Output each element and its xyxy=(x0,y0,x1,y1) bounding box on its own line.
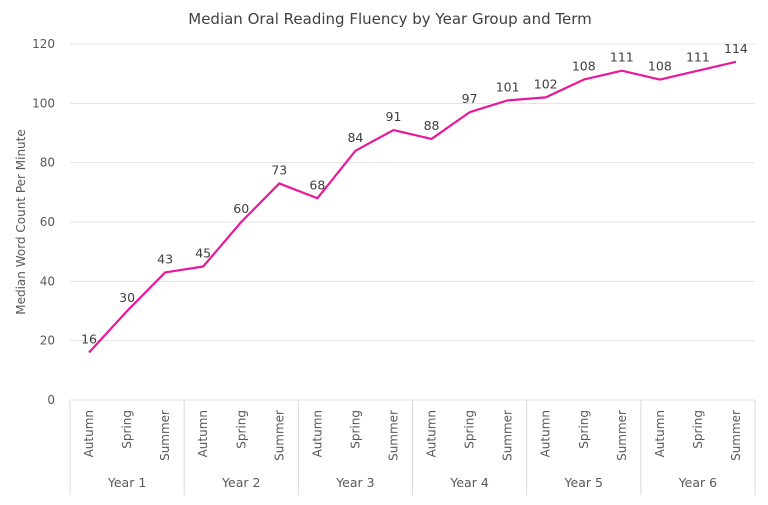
data-label: 91 xyxy=(386,109,402,124)
data-label: 97 xyxy=(462,91,478,106)
x-tick-label: Summer xyxy=(729,410,743,461)
x-tick-label: Spring xyxy=(577,410,591,449)
series xyxy=(89,62,736,353)
data-label: 88 xyxy=(424,118,440,133)
data-label: 111 xyxy=(686,50,710,65)
data-label: 43 xyxy=(157,251,173,266)
y-axis-title: Median Word Count Per Minute xyxy=(14,129,28,315)
data-label: 16 xyxy=(81,332,97,347)
gridlines xyxy=(70,44,755,400)
data-label: 108 xyxy=(572,59,596,74)
group-label: Year 3 xyxy=(335,475,374,490)
x-axis: Autumn Spring Summer Autumn Spring Summer Autu… xyxy=(70,400,755,495)
data-label: 45 xyxy=(195,246,211,261)
x-tick-label: Spring xyxy=(691,410,705,449)
data-label: 101 xyxy=(496,79,520,94)
x-tick-label: Spring xyxy=(234,410,248,449)
chart-title: Median Oral Reading Fluency by Year Grou… xyxy=(188,10,591,28)
data-label: 111 xyxy=(610,50,634,65)
y-tick-label: 100 xyxy=(32,96,55,110)
x-tick-label: Summer xyxy=(615,410,629,461)
y-tick-label: 0 xyxy=(47,393,55,407)
data-label: 102 xyxy=(534,76,558,91)
group-label: Year 5 xyxy=(564,475,603,490)
data-label: 114 xyxy=(724,41,748,56)
y-tick-label: 60 xyxy=(40,215,55,229)
group-label: Year 1 xyxy=(107,475,146,490)
y-tick-label: 20 xyxy=(40,334,55,348)
x-tick-label: Autumn xyxy=(539,410,553,457)
x-tick-label: Spring xyxy=(120,410,134,449)
group-label: Year 6 xyxy=(678,475,717,490)
x-tick-label: Autumn xyxy=(82,410,96,457)
y-tick-label: 120 xyxy=(32,37,55,51)
y-tick-label: 40 xyxy=(40,274,55,288)
x-tick-label: Summer xyxy=(501,410,515,461)
group-label: Year 4 xyxy=(449,475,488,490)
data-labels: 16 30 43 45 60 73 68 84 91 88 97 101 102 108 111 108 111… xyxy=(81,41,748,347)
x-tick-label: Autumn xyxy=(425,410,439,457)
data-label: 60 xyxy=(233,201,249,216)
y-tick-labels: 0 20 40 60 80 100 120 xyxy=(32,37,55,407)
y-tick-label: 80 xyxy=(40,156,55,170)
data-label: 73 xyxy=(271,162,287,177)
data-label: 84 xyxy=(347,130,363,145)
x-tick-label: Autumn xyxy=(310,410,324,457)
x-tick-label: Autumn xyxy=(653,410,667,457)
x-tick-label: Summer xyxy=(386,410,400,461)
series-line xyxy=(89,62,736,353)
x-tick-label: Spring xyxy=(348,410,362,449)
data-label: 30 xyxy=(119,290,135,305)
x-tick-label: Summer xyxy=(272,410,286,461)
x-tick-label: Autumn xyxy=(196,410,210,457)
group-label: Year 2 xyxy=(221,475,260,490)
x-tick-label: Spring xyxy=(463,410,477,449)
data-label: 68 xyxy=(309,177,325,192)
data-label: 108 xyxy=(648,59,672,74)
x-tick-label: Summer xyxy=(158,410,172,461)
